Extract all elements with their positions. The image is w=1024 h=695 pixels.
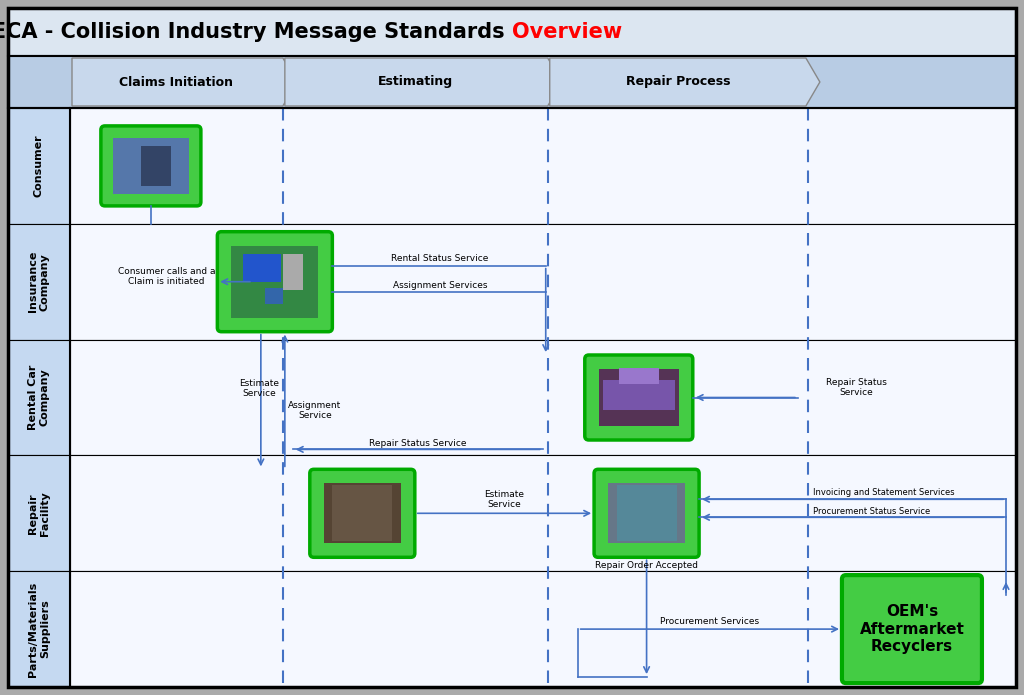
Bar (8, 108, 70, 224)
Bar (333, 485, 392, 541)
Bar (8, 56, 1016, 108)
Text: CIECA - Collision Industry Message Standards: CIECA - Collision Industry Message Stand… (0, 22, 512, 42)
Bar (8, 340, 1016, 455)
FancyBboxPatch shape (217, 231, 333, 332)
Bar (8, 8, 1016, 56)
Text: Repair
Facility: Repair Facility (29, 491, 50, 536)
Text: Estimate
Service: Estimate Service (239, 379, 279, 398)
Bar (603, 379, 675, 409)
FancyBboxPatch shape (842, 575, 982, 683)
Text: Procurement Services: Procurement Services (660, 616, 760, 626)
Polygon shape (72, 58, 297, 106)
Bar (8, 455, 1016, 571)
Text: Estimating: Estimating (378, 76, 453, 88)
Text: Repair Order Accepted: Repair Order Accepted (595, 561, 698, 570)
Bar (8, 108, 1016, 224)
Text: Claims Initiation: Claims Initiation (120, 76, 233, 88)
Bar (599, 369, 679, 426)
Bar (113, 138, 188, 194)
Text: Insurance
Company: Insurance Company (29, 251, 50, 312)
FancyBboxPatch shape (585, 355, 693, 440)
FancyBboxPatch shape (594, 469, 699, 557)
Polygon shape (285, 58, 562, 106)
Bar (283, 254, 303, 290)
Bar (618, 368, 658, 384)
Text: Rental Car
Company: Rental Car Company (29, 365, 50, 430)
Polygon shape (550, 58, 820, 106)
Bar (243, 254, 281, 281)
Text: Parts/Materials
Suppliers: Parts/Materials Suppliers (29, 582, 50, 677)
Text: Repair Status
Service: Repair Status Service (826, 378, 887, 398)
FancyBboxPatch shape (101, 126, 201, 206)
Text: OEM's
Aftermarket
Recyclers: OEM's Aftermarket Recyclers (859, 604, 965, 654)
Text: Estimate
Service: Estimate Service (484, 489, 524, 509)
Text: Assignment Services: Assignment Services (393, 281, 487, 291)
Bar (324, 483, 400, 543)
FancyBboxPatch shape (310, 469, 415, 557)
Text: Repair Process: Repair Process (626, 76, 730, 88)
Text: Assignment
Service: Assignment Service (288, 401, 341, 420)
Bar (265, 288, 283, 304)
Bar (8, 455, 70, 571)
Bar (8, 224, 1016, 340)
Bar (616, 485, 677, 541)
Bar (141, 146, 171, 186)
Text: Consumer calls and a
Claim is initiated: Consumer calls and a Claim is initiated (118, 267, 215, 286)
Text: Repair Status Service: Repair Status Service (369, 439, 467, 448)
Text: Rental Status Service: Rental Status Service (391, 254, 488, 263)
Text: Overview: Overview (512, 22, 623, 42)
Bar (8, 571, 1016, 687)
Bar (8, 224, 70, 340)
Bar (608, 483, 685, 543)
Text: Invoicing and Statement Services: Invoicing and Statement Services (813, 488, 954, 497)
Text: Procurement Status Service: Procurement Status Service (813, 507, 930, 516)
Bar (8, 340, 70, 455)
Bar (8, 571, 70, 687)
Bar (231, 246, 318, 318)
Bar (115, 140, 187, 192)
Text: Consumer: Consumer (34, 135, 44, 197)
